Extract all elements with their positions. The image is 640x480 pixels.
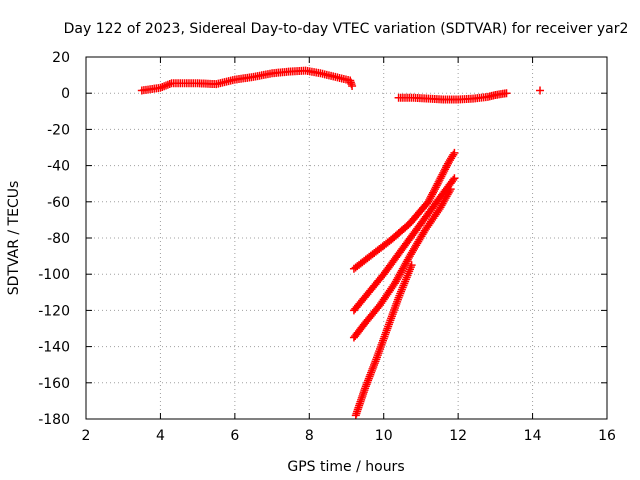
data-point [434,177,443,186]
data-point [156,83,165,92]
data-point [429,188,438,197]
x-tick-label: 2 [82,428,91,444]
data-point [426,194,435,203]
axes-layer [85,56,608,420]
series-arc-5 [349,174,459,315]
data-point [165,79,174,88]
data-point [438,170,447,179]
series-arc-6 [349,185,455,342]
series-arc-3 [536,86,545,95]
x-tick-label: 16 [598,428,616,444]
tick-labels-layer: 2 4 6 8 10 12 14 16 20 0 -20 -40 -60 -80 -100 -120 -140 -… [38,50,616,444]
data-point [536,86,545,95]
data-point [348,81,357,90]
data-point [449,175,458,184]
y-tick-label: -20 [47,122,70,138]
series-arc-4 [349,148,459,273]
data-point [160,82,169,91]
data-point [425,195,434,204]
x-tick-label: 10 [375,428,393,444]
y-tick-label: -100 [38,267,70,283]
data-point [450,148,459,157]
data-point [432,181,441,190]
data-point [450,174,459,183]
data-point [437,172,446,181]
y-tick-label: -60 [47,195,70,211]
y-tick-label: -160 [38,376,70,392]
y-tick-label: 0 [61,86,70,102]
data-point [442,163,451,172]
data-point [430,185,439,194]
x-tick-label: 6 [230,428,239,444]
data-point [442,161,451,170]
data-point [445,186,454,195]
y-tick-label: 20 [52,50,70,66]
grid-layer [86,57,607,419]
data-point [436,174,445,183]
y-tick-label: -140 [38,340,70,356]
data-point [439,168,448,177]
y-tick-label: -40 [47,159,70,175]
x-tick-label: 12 [449,428,467,444]
data-point [428,190,437,199]
data-point [424,197,433,206]
y-tick-label: -80 [47,231,70,247]
series-arc-2 [394,89,511,104]
data-point [427,192,436,201]
data-point [162,81,171,90]
y-tick-label: -120 [38,303,70,319]
data-point [158,83,167,92]
data-point [446,185,455,194]
series-arc-1 [137,66,357,95]
x-tick-label: 14 [524,428,542,444]
data-point [440,167,449,176]
data-point [435,176,444,185]
x-axis-label: GPS time / hours [287,459,404,475]
data-point [502,89,511,98]
x-tick-label: 8 [305,428,314,444]
series-arc-7 [351,261,416,420]
data-point [163,80,172,89]
data-points-layer [137,66,545,420]
chart-title: Day 122 of 2023, Sidereal Day-to-day VTE… [64,21,629,37]
data-point [431,183,440,192]
data-point [441,165,450,174]
data-point [429,186,438,195]
data-point [407,261,416,270]
y-tick-label: -180 [38,412,70,428]
x-tick-label: 4 [156,428,165,444]
data-point [449,150,458,159]
data-point [433,179,442,188]
y-axis-label: SDTVAR / TECUs [6,181,22,296]
